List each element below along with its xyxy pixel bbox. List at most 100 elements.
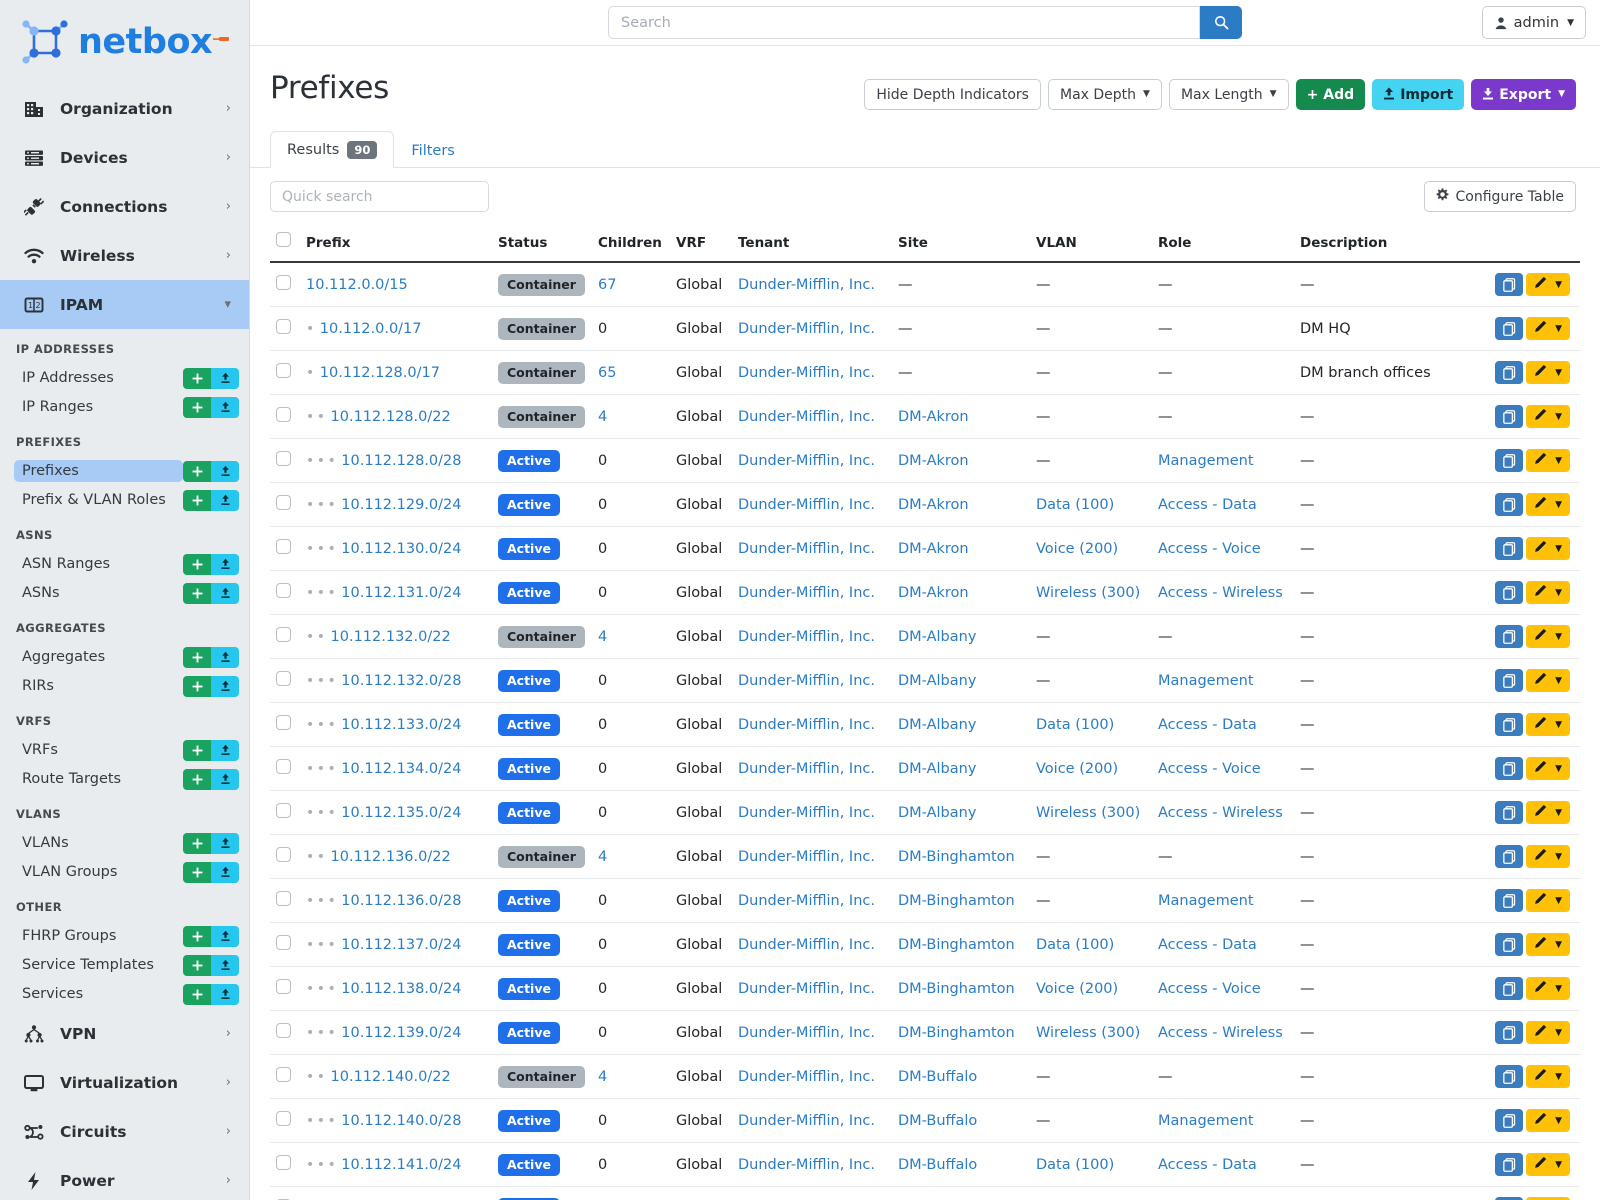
copy-icon[interactable] xyxy=(1495,713,1524,737)
tenant-link[interactable]: Dunder-Mifflin, Inc. xyxy=(738,1024,875,1041)
site-link[interactable]: DM-Binghamton xyxy=(898,1024,1015,1041)
copy-icon[interactable] xyxy=(1495,1021,1524,1045)
children-link[interactable]: 4 xyxy=(598,848,608,865)
copy-icon[interactable] xyxy=(1495,361,1524,385)
upload-icon[interactable] xyxy=(211,983,239,1005)
caret-down-icon[interactable]: ▼ xyxy=(1555,499,1562,510)
copy-icon[interactable] xyxy=(1495,273,1524,297)
table-row[interactable]: • 10.112.128.0/17 Container 65 Global Dunder-… xyxy=(270,350,1580,396)
tenant-link[interactable]: Dunder-Mifflin, Inc. xyxy=(738,1068,875,1085)
tenant-link[interactable]: Dunder-Mifflin, Inc. xyxy=(738,452,875,469)
role-link[interactable]: Access - Wireless xyxy=(1158,804,1283,821)
search-input[interactable] xyxy=(608,6,1200,39)
max-length-dropdown[interactable]: Max Length ▼ xyxy=(1168,79,1289,110)
sidebar-item-asns[interactable]: ASNs xyxy=(0,579,241,607)
copy-icon[interactable] xyxy=(1495,581,1524,605)
prefix-link[interactable]: 10.112.136.0/22 xyxy=(330,848,451,865)
sidebar-group-organization[interactable]: Organization › xyxy=(0,84,249,133)
site-link[interactable]: DM-Akron xyxy=(898,540,969,557)
sidebar-group-vpn[interactable]: VPN › xyxy=(0,1009,249,1058)
prefix-link[interactable]: 10.112.141.0/24 xyxy=(341,1156,462,1173)
upload-icon[interactable] xyxy=(211,675,239,697)
children-link[interactable]: 4 xyxy=(598,408,608,425)
plus-icon[interactable] xyxy=(183,646,211,668)
role-link[interactable]: Access - Data xyxy=(1158,1156,1257,1173)
vlan-link[interactable]: Wireless (300) xyxy=(1036,584,1141,601)
caret-down-icon[interactable]: ▼ xyxy=(1555,763,1562,774)
table-row[interactable]: ••• 10.112.135.0/24 Active 0 Global Dunder-Mi… xyxy=(270,790,1580,836)
caret-down-icon[interactable]: ▼ xyxy=(1555,1115,1562,1126)
vlan-link[interactable]: Data (100) xyxy=(1036,936,1115,953)
role-link[interactable]: Access - Data xyxy=(1158,936,1257,953)
upload-icon[interactable] xyxy=(211,768,239,790)
edit-button[interactable]: ▼ xyxy=(1526,361,1570,385)
tenant-link[interactable]: Dunder-Mifflin, Inc. xyxy=(738,804,875,821)
plus-icon[interactable] xyxy=(183,582,211,604)
copy-icon[interactable] xyxy=(1495,317,1524,341)
table-row[interactable]: ••• 10.112.132.0/28 Active 0 Global Dunder-Mi… xyxy=(270,658,1580,704)
row-checkbox[interactable] xyxy=(276,803,291,819)
user-menu-button[interactable]: admin ▼ xyxy=(1481,6,1586,39)
role-link[interactable]: Management xyxy=(1158,452,1254,469)
tenant-link[interactable]: Dunder-Mifflin, Inc. xyxy=(738,760,875,777)
tenant-link[interactable]: Dunder-Mifflin, Inc. xyxy=(738,364,875,381)
edit-button[interactable]: ▼ xyxy=(1526,449,1570,473)
plus-icon[interactable] xyxy=(183,739,211,761)
table-row[interactable]: ••• 10.112.138.0/24 Active 0 Global Dunder-Mi… xyxy=(270,966,1580,1012)
site-link[interactable]: DM-Albany xyxy=(898,716,977,733)
column-header-vrf[interactable]: VRF xyxy=(670,225,732,264)
caret-down-icon[interactable]: ▼ xyxy=(1555,279,1562,290)
sidebar-group-virtualization[interactable]: Virtualization › xyxy=(0,1058,249,1107)
copy-icon[interactable] xyxy=(1495,845,1524,869)
prefix-link[interactable]: 10.112.131.0/24 xyxy=(341,584,462,601)
site-link[interactable]: DM-Buffalo xyxy=(898,1156,978,1173)
prefix-link[interactable]: 10.112.136.0/28 xyxy=(341,892,462,909)
site-link[interactable]: DM-Albany xyxy=(898,760,977,777)
table-row[interactable]: ••• 10.112.128.0/28 Active 0 Global Dunder-Mi… xyxy=(270,438,1580,484)
row-checkbox[interactable] xyxy=(276,1155,291,1171)
vlan-link[interactable]: Data (100) xyxy=(1036,716,1115,733)
upload-icon[interactable] xyxy=(211,954,239,976)
plus-icon[interactable] xyxy=(183,861,211,883)
site-link[interactable]: DM-Akron xyxy=(898,452,969,469)
row-checkbox[interactable] xyxy=(276,627,291,643)
edit-button[interactable]: ▼ xyxy=(1526,1197,1570,1200)
column-header-prefix[interactable]: Prefix xyxy=(300,225,492,264)
copy-icon[interactable] xyxy=(1495,977,1524,1001)
caret-down-icon[interactable]: ▼ xyxy=(1555,411,1562,422)
edit-button[interactable]: ▼ xyxy=(1526,669,1570,693)
vlan-link[interactable]: Voice (200) xyxy=(1036,980,1119,997)
caret-down-icon[interactable]: ▼ xyxy=(1555,983,1562,994)
table-row[interactable]: 10.112.0.0/15 Container 67 Global Dunder-Mif… xyxy=(270,262,1580,308)
sidebar-item-vlan-groups[interactable]: VLAN Groups xyxy=(0,858,241,886)
search-button[interactable] xyxy=(1200,6,1242,39)
max-depth-dropdown[interactable]: Max Depth ▼ xyxy=(1047,79,1162,110)
edit-button[interactable]: ▼ xyxy=(1526,757,1570,781)
row-checkbox[interactable] xyxy=(276,407,291,423)
copy-icon[interactable] xyxy=(1495,757,1524,781)
sidebar-item-ip-ranges[interactable]: IP Ranges xyxy=(0,393,241,421)
row-checkbox[interactable] xyxy=(276,583,291,599)
tenant-link[interactable]: Dunder-Mifflin, Inc. xyxy=(738,672,875,689)
caret-down-icon[interactable]: ▼ xyxy=(1555,1071,1562,1082)
sidebar-item-vrfs[interactable]: VRFs xyxy=(0,736,241,764)
role-link[interactable]: Management xyxy=(1158,672,1254,689)
sidebar-item-prefixes[interactable]: Prefixes xyxy=(0,457,241,485)
role-link[interactable]: Access - Wireless xyxy=(1158,584,1283,601)
column-header-status[interactable]: Status xyxy=(492,225,592,264)
plus-icon[interactable] xyxy=(183,460,211,482)
tenant-link[interactable]: Dunder-Mifflin, Inc. xyxy=(738,892,875,909)
upload-icon[interactable] xyxy=(211,832,239,854)
caret-down-icon[interactable]: ▼ xyxy=(1555,939,1562,950)
copy-icon[interactable] xyxy=(1495,1153,1524,1177)
table-row[interactable]: ••• 10.112.134.0/24 Active 0 Global Dunder-Mi… xyxy=(270,746,1580,792)
role-link[interactable]: Management xyxy=(1158,892,1254,909)
copy-icon[interactable] xyxy=(1495,1197,1524,1200)
tenant-link[interactable]: Dunder-Mifflin, Inc. xyxy=(738,320,875,337)
quick-search-input[interactable] xyxy=(270,181,489,213)
row-checkbox[interactable] xyxy=(276,891,291,907)
site-link[interactable]: DM-Akron xyxy=(898,496,969,513)
children-link[interactable]: 4 xyxy=(598,628,608,645)
prefix-link[interactable]: 10.112.0.0/17 xyxy=(319,320,422,337)
upload-icon[interactable] xyxy=(211,646,239,668)
